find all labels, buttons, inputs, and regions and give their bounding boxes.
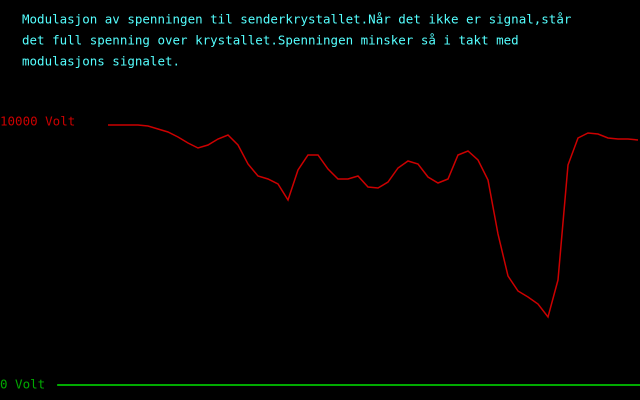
description-line: modulasjons signalet.	[22, 54, 180, 69]
description-line: det full spenning over krystallet.Spenni…	[22, 33, 519, 48]
signal-line	[108, 124, 639, 319]
description-line: Modulasjon av spenningen til senderkryst…	[22, 12, 572, 27]
y-tick-label: 0 Volt	[0, 377, 45, 392]
y-tick-label: 10000 Volt	[0, 114, 75, 129]
